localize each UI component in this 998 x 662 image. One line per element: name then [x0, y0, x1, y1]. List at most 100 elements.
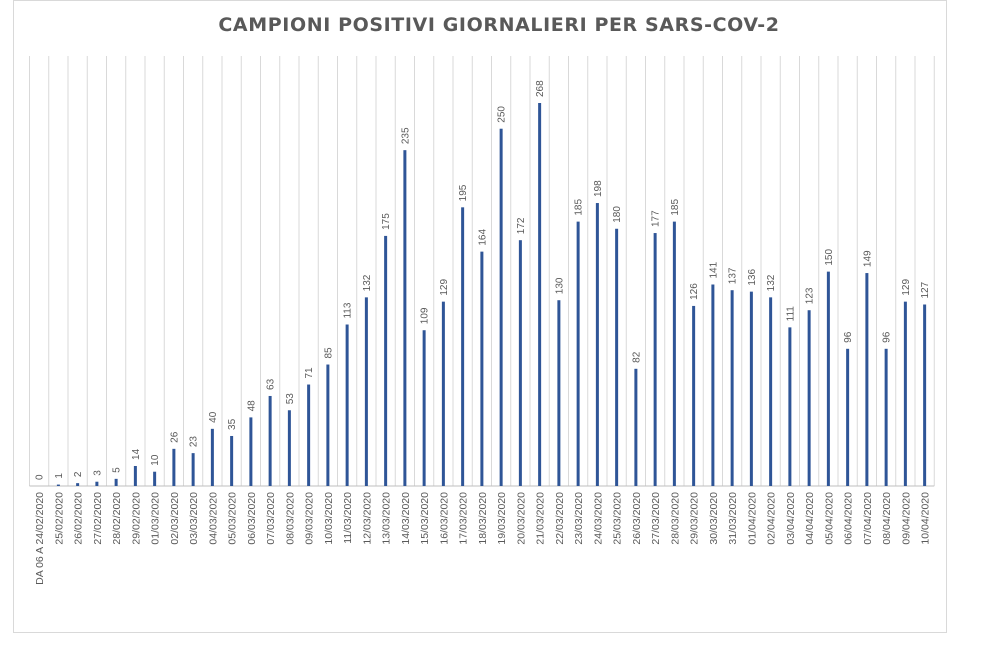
- x-tick-label: 10/04/2020: [920, 492, 932, 545]
- data-label: 137: [728, 267, 739, 284]
- data-label: 185: [574, 198, 585, 215]
- x-tick-label: 02/04/2020: [766, 492, 778, 545]
- data-label: 235: [400, 127, 411, 144]
- data-label: 111: [785, 306, 796, 322]
- data-label: 40: [208, 411, 219, 423]
- bar: [846, 348, 850, 486]
- x-tick-label: 26/02/2020: [73, 492, 85, 545]
- bar: [692, 305, 696, 486]
- x-tick-label: 08/04/2020: [881, 492, 893, 545]
- x-tick-label: 22/03/2020: [554, 492, 566, 545]
- data-label: 149: [862, 250, 873, 267]
- data-label: 109: [420, 307, 431, 324]
- x-tick-label: DA 06 A 24/02/2020: [34, 492, 46, 585]
- x-tick-label: 15/03/2020: [419, 492, 431, 545]
- x-tick-label: 02/03/2020: [169, 492, 181, 545]
- data-label: 113: [343, 302, 354, 318]
- bar: [769, 297, 773, 486]
- bar: [499, 128, 503, 486]
- x-tick-label: 05/03/2020: [227, 492, 239, 545]
- data-label: 177: [651, 210, 662, 227]
- data-label: 14: [131, 448, 142, 460]
- data-label: 1: [54, 473, 65, 479]
- bar: [461, 207, 465, 486]
- x-tick-label: 05/04/2020: [823, 492, 835, 545]
- x-tick-label: 01/03/2020: [150, 492, 162, 545]
- bar: [403, 150, 407, 486]
- bar: [441, 301, 445, 486]
- data-label: 23: [189, 436, 200, 448]
- x-tick-label: 29/02/2020: [130, 492, 142, 545]
- data-label: 268: [535, 80, 546, 97]
- data-label: 164: [477, 229, 488, 246]
- data-label: 132: [362, 274, 373, 291]
- bar: [923, 304, 927, 486]
- bar: [788, 327, 792, 486]
- data-label: 136: [747, 269, 758, 286]
- data-label: 63: [266, 378, 277, 390]
- bar: [172, 448, 176, 486]
- x-tick-label: 23/03/2020: [573, 492, 585, 545]
- bar: [307, 384, 311, 486]
- data-label: 141: [708, 261, 719, 278]
- bar: [538, 103, 542, 486]
- bar: [615, 228, 619, 486]
- data-label: 130: [554, 277, 565, 294]
- data-label: 150: [824, 249, 835, 266]
- bar: [268, 395, 272, 486]
- x-tick-label: 10/03/2020: [323, 492, 335, 545]
- x-tick-label: 29/03/2020: [689, 492, 701, 545]
- x-tick-label: 28/02/2020: [111, 492, 123, 545]
- data-label: 180: [612, 206, 623, 223]
- bar: [672, 221, 676, 486]
- x-tick-label: 25/02/2020: [53, 492, 65, 545]
- bar: [364, 297, 368, 486]
- data-label: 82: [631, 351, 642, 363]
- x-tick-label: 03/03/2020: [188, 492, 200, 545]
- x-tick-label: 07/04/2020: [862, 492, 874, 545]
- bar: [576, 221, 580, 486]
- bar: [56, 484, 60, 486]
- x-tick-label: 20/03/2020: [515, 492, 527, 545]
- data-label: 5: [112, 467, 123, 473]
- bar: [730, 290, 734, 486]
- bar: [287, 410, 291, 486]
- data-label: 123: [805, 287, 816, 304]
- x-tick-label: 30/03/2020: [708, 492, 720, 545]
- bar: [903, 301, 907, 486]
- x-tick-label: 09/04/2020: [900, 492, 912, 545]
- bar: [884, 348, 888, 486]
- x-tick-label: 03/04/2020: [785, 492, 797, 545]
- data-label: 175: [381, 213, 392, 230]
- x-tick-label: 13/03/2020: [381, 492, 393, 545]
- chart-title: CAMPIONI POSITIVI GIORNALIERI PER SARS-C…: [218, 14, 780, 36]
- bar: [634, 368, 638, 486]
- bar: [76, 483, 80, 486]
- bar: [345, 324, 349, 486]
- x-tick-label: 04/04/2020: [804, 492, 816, 545]
- x-tick-label: 09/03/2020: [304, 492, 316, 545]
- x-tick-label: 08/03/2020: [284, 492, 296, 545]
- bar: [595, 203, 599, 487]
- x-tick-label: 06/04/2020: [843, 492, 855, 545]
- data-label: 195: [458, 184, 469, 201]
- x-tick-label: 21/03/2020: [535, 492, 547, 545]
- data-label: 96: [843, 331, 854, 343]
- data-label: 126: [689, 283, 700, 300]
- x-tick-label: 06/03/2020: [246, 492, 258, 545]
- bar: [749, 291, 753, 486]
- data-label: 3: [92, 470, 103, 476]
- bar: [133, 465, 137, 486]
- data-label: 129: [901, 279, 912, 296]
- data-label: 250: [497, 106, 508, 123]
- data-label: 10: [150, 454, 161, 466]
- bar: [557, 300, 561, 486]
- x-tick-label: 16/03/2020: [438, 492, 450, 545]
- data-label: 85: [323, 347, 334, 359]
- gridlines: [29, 56, 935, 487]
- data-label: 127: [920, 281, 931, 298]
- data-label: 53: [285, 393, 296, 405]
- bar: [422, 330, 426, 486]
